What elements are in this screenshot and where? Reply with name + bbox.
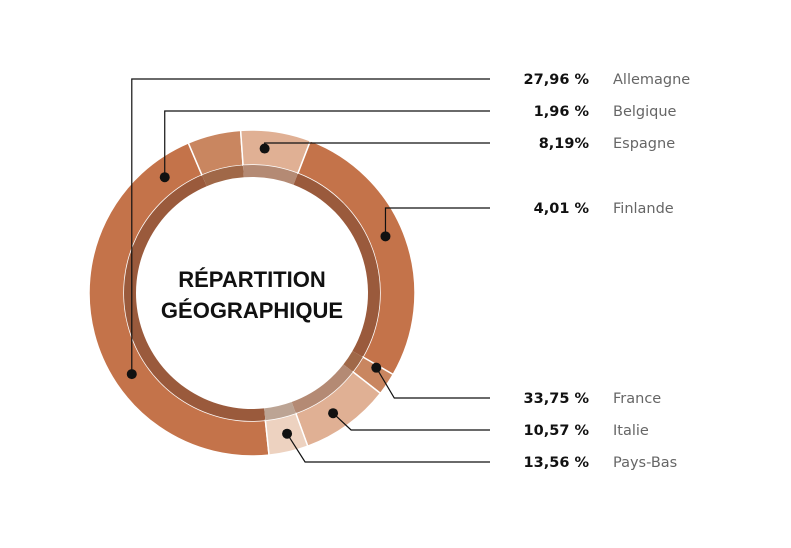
percent-label-italie: 10,57 % (524, 423, 590, 439)
percent-label-finlande: 4,01 % (534, 201, 590, 217)
slice-inner-band-italie (291, 364, 353, 414)
leader-dot-espagne (259, 143, 270, 154)
legend-labels: 27,96 % Allemagne 1,96 % Belgique 8,19% Espag… (524, 72, 691, 471)
leader-dot-italie (328, 408, 339, 419)
country-label-pays-bas: Pays-Bas (613, 455, 677, 471)
country-label-italie: Italie (613, 423, 649, 439)
leader-dot-france (371, 362, 382, 373)
country-label-espagne: Espagne (613, 136, 675, 152)
leader-line-italie (332, 412, 490, 431)
leader-line-pays-bas (286, 433, 490, 463)
percent-label-pays-bas: 13,56 % (524, 455, 590, 471)
slice-inner-band-finlande (293, 173, 380, 357)
percent-label-france: 33,75 % (524, 391, 590, 407)
leader-line-france (375, 367, 490, 399)
country-label-france: France (613, 391, 661, 407)
leader-line-finlande (384, 207, 490, 237)
slice-inner-band-espagne (243, 164, 298, 185)
leader-line-belgique (164, 110, 490, 178)
slice-inner-band-france (343, 351, 363, 372)
percent-label-belgique: 1,96 % (534, 104, 590, 120)
percent-label-allemagne: 27,96 % (524, 72, 590, 88)
leader-lines (126, 78, 490, 463)
leader-dot-allemagne (126, 369, 137, 380)
chart-title-line-2: GÉOGRAPHIQUE (161, 298, 343, 323)
leader-dot-finlande (380, 231, 391, 242)
leader-dot-belgique (159, 172, 170, 183)
percent-label-espagne: 8,19% (539, 136, 590, 152)
country-label-belgique: Belgique (613, 104, 677, 120)
chart-title-line-1: RÉPARTITION (178, 267, 325, 292)
country-label-finlande: Finlande (613, 201, 674, 217)
leader-dot-pays-bas (282, 428, 293, 439)
country-label-allemagne: Allemagne (613, 72, 690, 88)
leader-line-allemagne (131, 78, 490, 375)
slice-inner-band-pays-bas (264, 402, 296, 421)
slice-inner-band-belgique (201, 165, 244, 187)
donut-segments (88, 129, 416, 457)
slice-finlande (296, 139, 416, 376)
